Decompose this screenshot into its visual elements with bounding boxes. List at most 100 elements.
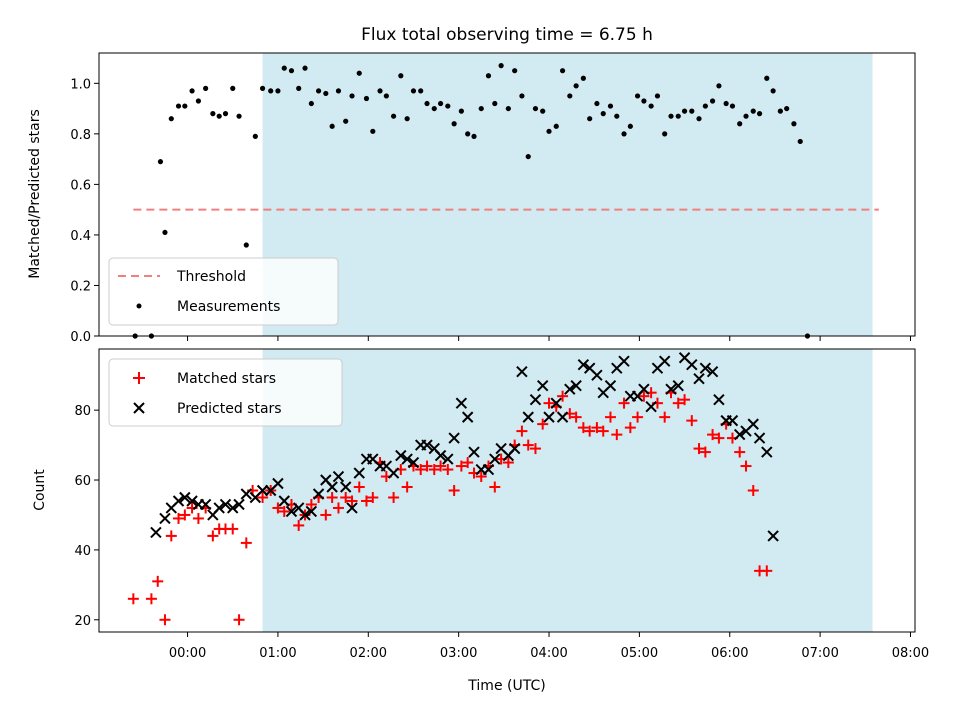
measurement-point — [770, 88, 776, 94]
x-tick-label: 08:00 — [892, 646, 929, 661]
matched-star-point — [761, 565, 773, 577]
predicted-star-point — [172, 495, 185, 507]
cross-stroke — [556, 411, 569, 423]
predicted-star-point — [747, 418, 759, 430]
measurement-point — [743, 113, 749, 119]
predicted-star-point — [227, 502, 239, 514]
cross-stroke — [285, 505, 298, 518]
y-tick-label: 40 — [74, 544, 91, 559]
measurement-point — [431, 105, 437, 112]
matched-star-point — [152, 575, 164, 587]
measurement-point — [668, 113, 674, 119]
cross-stroke — [672, 379, 684, 392]
count-points — [127, 352, 779, 626]
measurement-point — [600, 111, 606, 117]
measurement-point — [662, 131, 668, 137]
legend-matched-swatch — [133, 372, 145, 384]
matched-star-point — [305, 498, 317, 510]
measurement-point — [546, 128, 552, 134]
cross-stroke — [508, 442, 521, 455]
predicted-star-point — [522, 411, 534, 423]
predicted-star-point — [339, 481, 352, 493]
predicted-star-point — [299, 509, 311, 521]
bottom-legend-box — [108, 358, 343, 427]
predicted-star-point — [556, 411, 569, 423]
cross-stroke — [678, 352, 691, 364]
cross-stroke — [407, 456, 420, 469]
predicted-star-point — [256, 484, 269, 497]
predicted-star-point — [699, 362, 712, 374]
predicted-star-point — [570, 379, 582, 392]
predicted-star-point — [726, 414, 739, 427]
cross-stroke — [482, 463, 495, 476]
predicted-star-point — [564, 383, 576, 395]
cross-stroke — [468, 446, 480, 458]
measurement-point — [478, 105, 484, 112]
measurement-point — [451, 121, 457, 127]
chart-title: Flux total observing time = 6.75 h — [361, 25, 653, 45]
measurement-point — [168, 116, 174, 122]
matched-star-point — [326, 491, 338, 503]
cross-stroke — [278, 495, 290, 507]
cross-stroke — [550, 397, 562, 409]
measurement-point — [498, 63, 504, 69]
measurement-point — [540, 108, 546, 114]
predicted-star-point — [278, 495, 290, 507]
measurement-point — [175, 103, 182, 109]
matched-star-point — [699, 446, 711, 458]
top-legend: Threshold Measurements — [108, 257, 339, 326]
y-tick-label: 0.6 — [70, 178, 91, 193]
measurement-point — [709, 98, 716, 104]
matched-star-point — [577, 422, 589, 434]
matched-star-point — [659, 411, 671, 423]
y-tick-label: 60 — [74, 474, 91, 489]
measurement-point — [702, 103, 708, 109]
measurement-point — [580, 75, 586, 81]
legend-measurements-label: Measurements — [177, 299, 280, 315]
legend-measurements-swatch — [136, 303, 142, 309]
matched-star-point — [632, 411, 644, 423]
matched-star-point — [227, 523, 239, 535]
matched-star-point — [353, 481, 365, 493]
cross-stroke — [747, 418, 759, 430]
cross-stroke — [395, 449, 407, 462]
measurement-point — [797, 138, 803, 145]
cross-stroke — [618, 355, 630, 367]
measurement-point — [418, 88, 424, 94]
predicted-star-point — [577, 359, 590, 371]
matched-star-point — [127, 593, 139, 605]
legend-threshold-label: Threshold — [176, 269, 246, 285]
matched-star-point — [584, 425, 596, 437]
measurement-point — [252, 133, 258, 139]
cross-stroke — [305, 505, 318, 518]
measurement-point — [410, 88, 417, 94]
y-tick-label: 0.0 — [70, 330, 91, 345]
predicted-star-point — [529, 393, 542, 406]
measurement-point — [377, 88, 383, 94]
predicted-star-point — [421, 439, 433, 451]
measurement-point — [681, 108, 688, 114]
y-tick-label: 0.2 — [70, 279, 91, 294]
top-legend-box — [108, 257, 339, 326]
measurement-point — [627, 123, 633, 129]
cross-stroke — [172, 495, 185, 507]
cross-stroke — [150, 526, 162, 539]
matched-star-point — [240, 537, 252, 549]
measurement-point — [189, 88, 195, 94]
cross-stroke — [434, 449, 447, 462]
cross-stroke — [577, 359, 590, 371]
measurement-point — [182, 103, 188, 109]
measurement-point — [573, 83, 579, 89]
measurement-point — [716, 83, 722, 89]
x-tick-label: 06:00 — [711, 646, 748, 661]
predicted-star-point — [387, 467, 400, 479]
x-tick-label: 00:00 — [169, 646, 206, 661]
matched-star-point — [442, 464, 454, 476]
predicted-star-point — [448, 432, 460, 444]
matched-star-point — [591, 422, 603, 434]
legend-predicted-swatch — [133, 402, 145, 414]
measurement-point — [195, 98, 202, 104]
bottom-x-axis: 00:00 01:00 02:00 03:00 04:00 05:00 06:00 07:00… — [169, 632, 929, 661]
